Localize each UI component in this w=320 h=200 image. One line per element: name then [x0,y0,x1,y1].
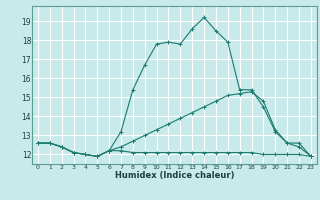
X-axis label: Humidex (Indice chaleur): Humidex (Indice chaleur) [115,171,234,180]
